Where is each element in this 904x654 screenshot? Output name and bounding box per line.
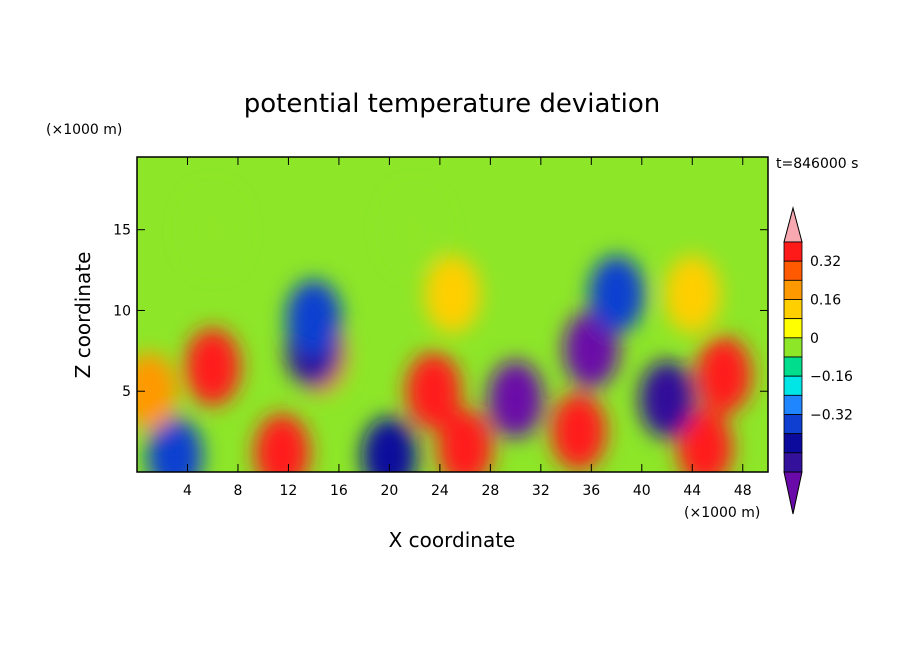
- time-label: t=846000 s: [776, 156, 858, 172]
- plot-frame: [136, 156, 769, 473]
- x-tick-label: 36: [582, 483, 600, 499]
- colorbar-label: 0.16: [810, 293, 841, 309]
- field-anomaly: [184, 328, 241, 406]
- chart-title: potential temperature deviation: [244, 89, 660, 119]
- x-axis: 4 8 12 16 20 24 28 32 36 40 44 48: [183, 157, 752, 499]
- colorbar-band: [783, 452, 803, 473]
- field-anomaly: [437, 409, 493, 472]
- colorbar-band: [783, 394, 803, 415]
- y-tick-label: 15: [113, 223, 131, 239]
- x-tick-label: 20: [380, 483, 398, 499]
- colorbar-band: [783, 279, 803, 300]
- field-anomaly: [361, 417, 418, 472]
- y-unit-label: (×1000 m): [46, 122, 122, 138]
- y-tick-label: 5: [122, 384, 131, 400]
- field-anomaly: [184, 190, 241, 269]
- field-anomaly: [147, 417, 203, 472]
- plot-area: [136, 156, 769, 473]
- x-tick-label: 40: [633, 483, 651, 499]
- field-anomaly: [424, 255, 481, 334]
- field-anomaly: [550, 392, 607, 471]
- field-anomaly: [677, 409, 733, 472]
- field-anomaly: [405, 352, 462, 430]
- colorbar-band: [783, 299, 803, 320]
- x-tick-label: 32: [532, 483, 550, 499]
- x-tick-label: 12: [280, 483, 298, 499]
- colorbar-top-extend: [783, 206, 803, 243]
- colorbar-band: [783, 433, 803, 454]
- colorbar-label: −0.32: [810, 408, 853, 424]
- colorbar-band: [783, 414, 803, 435]
- field-anomaly: [137, 352, 178, 430]
- y-tick-label: 10: [113, 303, 131, 319]
- field-anomaly: [696, 336, 752, 414]
- colorbar: 0.32 0.16 0 −0.16 −0.32: [783, 206, 853, 515]
- colorbar-band: [783, 356, 803, 377]
- colorbar-band: [783, 337, 803, 358]
- colorbar-band: [783, 375, 803, 396]
- colorbar-label: 0: [810, 331, 819, 347]
- x-tick-label: 8: [233, 483, 242, 499]
- y-axis: 5 10 15: [113, 223, 768, 400]
- field-anomaly: [254, 413, 310, 472]
- x-tick-label: 28: [481, 483, 499, 499]
- colorbar-label: 0.32: [810, 254, 841, 270]
- x-tick-label: 4: [183, 483, 192, 499]
- x-tick-label: 48: [734, 483, 752, 499]
- field-anomaly: [664, 255, 721, 334]
- x-axis-label: X coordinate: [389, 528, 516, 552]
- field-anomaly: [487, 360, 544, 439]
- colorbar-band: [783, 241, 803, 262]
- x-unit-label: (×1000 m): [684, 505, 760, 521]
- field-anomaly: [563, 310, 620, 388]
- x-tick-label: 44: [683, 483, 701, 499]
- y-axis-label: Z coordinate: [71, 252, 95, 379]
- x-tick-label: 24: [431, 483, 449, 499]
- x-tick-label: 16: [330, 483, 348, 499]
- colorbar-label: −0.16: [810, 369, 853, 385]
- field-anomaly: [386, 190, 443, 269]
- colorbar-band: [783, 260, 803, 281]
- field-anomaly: [588, 255, 645, 334]
- colorbar-bottom-extend: [783, 471, 803, 515]
- field-anomaly: [285, 279, 342, 358]
- colorbar-band: [783, 318, 803, 339]
- field-anomaly: [639, 360, 695, 439]
